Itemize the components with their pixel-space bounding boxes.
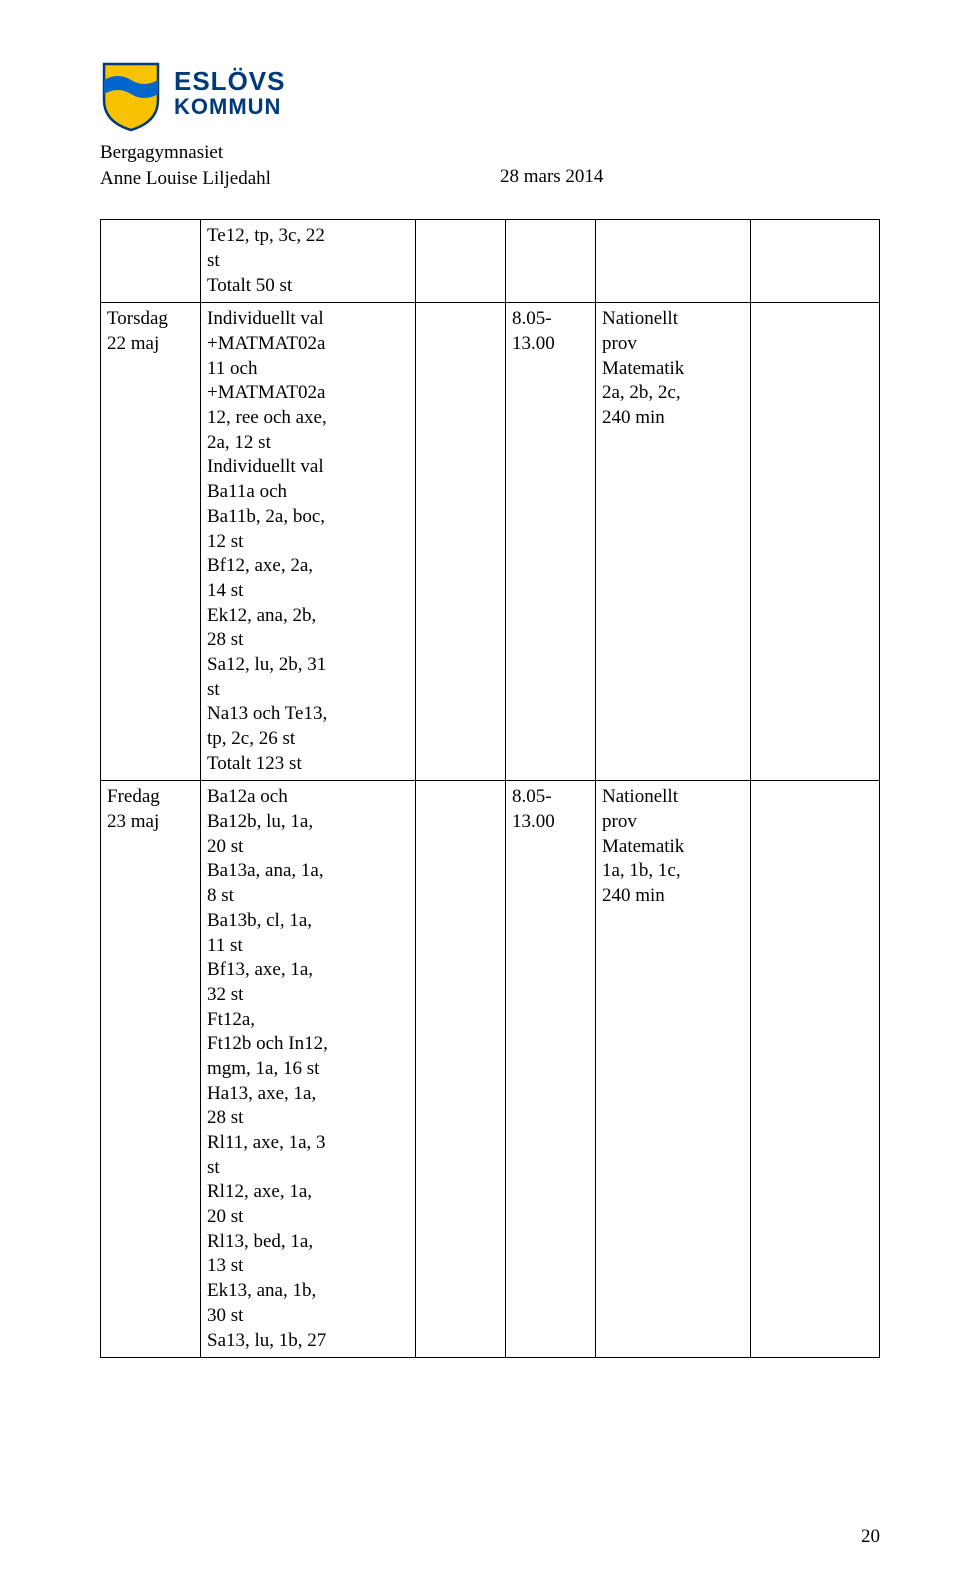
desc-lines-line: Rl11, axe, 1a, 3	[207, 1131, 409, 1156]
day-lines-line: Torsdag	[107, 307, 194, 332]
brand-text: ESLÖVS KOMMUN	[174, 60, 285, 118]
desc-lines-line: Ba12b, lu, 1a,	[207, 810, 409, 835]
day-lines	[101, 220, 201, 303]
note-lines-line: prov	[602, 810, 744, 835]
desc-lines-line: st	[207, 678, 409, 703]
desc-lines-line: 13 st	[207, 1254, 409, 1279]
document-header: ESLÖVS KOMMUN	[100, 60, 880, 132]
day-lines-line: 23 maj	[107, 810, 194, 835]
empty-cell	[751, 781, 880, 1358]
time-lines	[506, 220, 596, 303]
desc-lines-line: Ha13, axe, 1a,	[207, 1082, 409, 1107]
desc-lines-line: 12 st	[207, 530, 409, 555]
brand-line-1: ESLÖVS	[174, 68, 285, 94]
table-row: Torsdag22 majIndividuellt val+MATMAT02a1…	[101, 303, 880, 781]
desc-lines-line: Ba11a och	[207, 480, 409, 505]
day-lines-line: 22 maj	[107, 332, 194, 357]
time-lines-line: 13.00	[512, 332, 589, 357]
schedule-table: Te12, tp, 3c, 22stTotalt 50 stTorsdag22 …	[100, 219, 880, 1358]
desc-lines-line: Ba13b, cl, 1a,	[207, 909, 409, 934]
desc-lines-line: 11 st	[207, 934, 409, 959]
desc-lines-line: 30 st	[207, 1304, 409, 1329]
note-lines-line: 2a, 2b, 2c,	[602, 381, 744, 406]
schedule-table-body: Te12, tp, 3c, 22stTotalt 50 stTorsdag22 …	[101, 220, 880, 1358]
desc-lines-line: +MATMAT02a	[207, 381, 409, 406]
note-lines-line: Nationellt	[602, 785, 744, 810]
time-lines: 8.05-13.00	[506, 303, 596, 781]
desc-lines-line: 28 st	[207, 628, 409, 653]
document-date: 28 mars 2014	[500, 164, 603, 191]
time-lines-line: 8.05-	[512, 785, 589, 810]
desc-lines-line: 20 st	[207, 1205, 409, 1230]
desc-lines-line: 8 st	[207, 884, 409, 909]
desc-lines-line: st	[207, 1156, 409, 1181]
desc-lines-line: Totalt 123 st	[207, 752, 409, 777]
desc-lines-line: Na13 och Te13,	[207, 702, 409, 727]
note-lines	[596, 220, 751, 303]
desc-lines-line: Totalt 50 st	[207, 274, 409, 299]
note-lines-line: 240 min	[602, 884, 744, 909]
municipality-logo	[100, 60, 162, 132]
school-name: Bergagymnasiet	[100, 140, 500, 166]
desc-lines-line: +MATMAT02a	[207, 332, 409, 357]
desc-lines: Te12, tp, 3c, 22stTotalt 50 st	[201, 220, 416, 303]
day-lines: Torsdag22 maj	[101, 303, 201, 781]
empty-cell	[416, 220, 506, 303]
desc-lines-line: Sa12, lu, 2b, 31	[207, 653, 409, 678]
note-lines-line: 1a, 1b, 1c,	[602, 859, 744, 884]
brand-line-2: KOMMUN	[174, 96, 285, 118]
table-row: Te12, tp, 3c, 22stTotalt 50 st	[101, 220, 880, 303]
note-lines: NationelltprovMatematik2a, 2b, 2c,240 mi…	[596, 303, 751, 781]
desc-lines-line: Bf12, axe, 2a,	[207, 554, 409, 579]
desc-lines-line: 14 st	[207, 579, 409, 604]
table-row: Fredag23 majBa12a ochBa12b, lu, 1a,20 st…	[101, 781, 880, 1358]
desc-lines: Individuellt val+MATMAT02a11 och+MATMAT0…	[201, 303, 416, 781]
desc-lines-line: Rl12, axe, 1a,	[207, 1180, 409, 1205]
day-lines: Fredag23 maj	[101, 781, 201, 1358]
desc-lines-line: 2a, 12 st	[207, 431, 409, 456]
day-lines-line: Fredag	[107, 785, 194, 810]
desc-lines-line: Te12, tp, 3c, 22	[207, 224, 409, 249]
empty-cell	[416, 781, 506, 1358]
desc-lines-line: Individuellt val	[207, 307, 409, 332]
desc-lines-line: 32 st	[207, 983, 409, 1008]
author-name: Anne Louise Liljedahl	[100, 166, 500, 192]
desc-lines-line: Rl13, bed, 1a,	[207, 1230, 409, 1255]
note-lines-line: 240 min	[602, 406, 744, 431]
note-lines-line: prov	[602, 332, 744, 357]
document-subheader: Bergagymnasiet Anne Louise Liljedahl 28 …	[100, 140, 880, 191]
note-lines: NationelltprovMatematik1a, 1b, 1c,240 mi…	[596, 781, 751, 1358]
desc-lines-line: Sa13, lu, 1b, 27	[207, 1329, 409, 1354]
time-lines-line: 8.05-	[512, 307, 589, 332]
desc-lines-line: Ba13a, ana, 1a,	[207, 859, 409, 884]
desc-lines-line: mgm, 1a, 16 st	[207, 1057, 409, 1082]
desc-lines-line: Ek12, ana, 2b,	[207, 604, 409, 629]
page-number: 20	[861, 1526, 880, 1548]
desc-lines-line: Ft12b och In12,	[207, 1032, 409, 1057]
note-lines-line: Matematik	[602, 357, 744, 382]
desc-lines-line: Bf13, axe, 1a,	[207, 958, 409, 983]
desc-lines-line: Individuellt val	[207, 455, 409, 480]
desc-lines-line: 11 och	[207, 357, 409, 382]
desc-lines-line: 12, ree och axe,	[207, 406, 409, 431]
desc-lines-line: Ba11b, 2a, boc,	[207, 505, 409, 530]
desc-lines-line: tp, 2c, 26 st	[207, 727, 409, 752]
desc-lines-line: Ft12a,	[207, 1008, 409, 1033]
desc-lines-line: 28 st	[207, 1106, 409, 1131]
empty-cell	[751, 220, 880, 303]
time-lines-line: 13.00	[512, 810, 589, 835]
desc-lines-line: 20 st	[207, 835, 409, 860]
time-lines: 8.05-13.00	[506, 781, 596, 1358]
note-lines-line: Matematik	[602, 835, 744, 860]
empty-cell	[416, 303, 506, 781]
note-lines-line: Nationellt	[602, 307, 744, 332]
desc-lines-line: Ba12a och	[207, 785, 409, 810]
desc-lines-line: st	[207, 249, 409, 274]
desc-lines-line: Ek13, ana, 1b,	[207, 1279, 409, 1304]
desc-lines: Ba12a ochBa12b, lu, 1a,20 stBa13a, ana, …	[201, 781, 416, 1358]
empty-cell	[751, 303, 880, 781]
